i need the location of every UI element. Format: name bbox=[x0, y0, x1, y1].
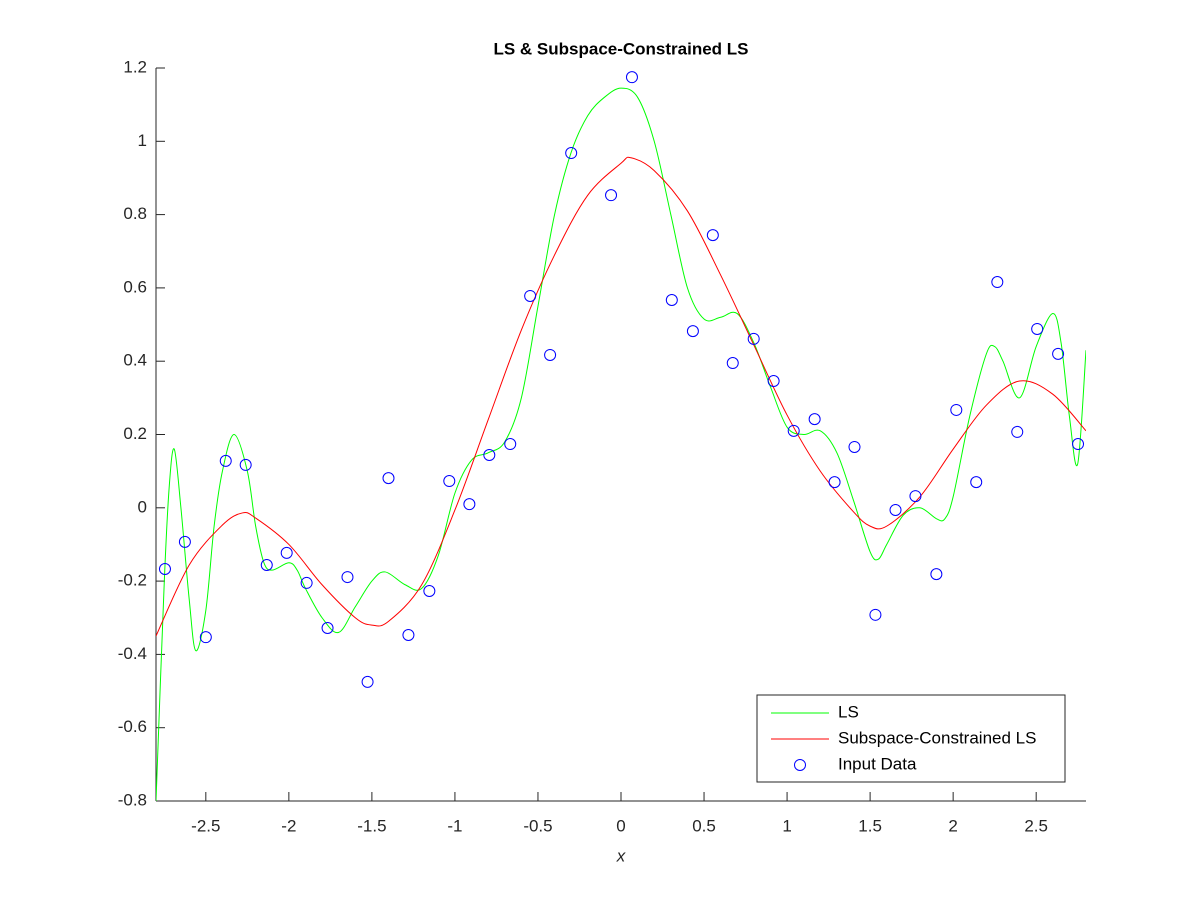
data-point bbox=[747, 332, 760, 345]
data-point bbox=[382, 472, 395, 485]
data-point bbox=[402, 628, 415, 641]
data-point bbox=[909, 490, 922, 503]
data-point bbox=[808, 413, 821, 426]
data-point bbox=[970, 476, 983, 489]
y-tick-label: 0.4 bbox=[123, 351, 147, 370]
y-tick-label: 0 bbox=[138, 497, 147, 516]
data-point bbox=[848, 440, 861, 453]
series-line bbox=[156, 87, 1086, 801]
data-point bbox=[158, 563, 171, 576]
legend-marker bbox=[794, 759, 806, 771]
legend-label: LS bbox=[838, 702, 859, 721]
x-tick-label: -2.5 bbox=[191, 816, 220, 835]
y-tick-label: 0.2 bbox=[123, 424, 147, 443]
data-point bbox=[625, 71, 638, 84]
y-tick-label: 1 bbox=[138, 131, 147, 150]
x-tick-label: 0 bbox=[616, 816, 625, 835]
x-tick-label: -2 bbox=[281, 816, 296, 835]
data-point bbox=[443, 475, 456, 488]
x-tick-label: 1 bbox=[782, 816, 791, 835]
data-point bbox=[300, 576, 313, 589]
data-point bbox=[605, 189, 618, 202]
x-tick-label: 1.5 bbox=[858, 816, 882, 835]
x-tick-label: 2.5 bbox=[1024, 816, 1048, 835]
x-tick-label: -1.5 bbox=[357, 816, 386, 835]
data-point bbox=[950, 403, 963, 416]
data-point bbox=[544, 348, 557, 361]
data-point bbox=[767, 374, 780, 387]
data-point bbox=[321, 622, 334, 635]
data-point bbox=[930, 568, 943, 581]
data-point bbox=[423, 584, 436, 597]
y-tick-label: -0.2 bbox=[118, 571, 147, 590]
data-point bbox=[1011, 425, 1024, 438]
y-tick-label: 0.6 bbox=[123, 277, 147, 296]
y-tick-label: -0.4 bbox=[118, 644, 147, 663]
data-point bbox=[1072, 438, 1085, 451]
series-line bbox=[156, 156, 1086, 637]
data-point bbox=[341, 571, 354, 584]
data-point bbox=[463, 498, 476, 511]
data-point bbox=[869, 608, 882, 621]
legend-label: Subspace-Constrained LS bbox=[838, 728, 1036, 747]
data-point bbox=[280, 546, 293, 559]
data-point bbox=[889, 503, 902, 516]
chart-title: LS & Subspace-Constrained LS bbox=[493, 39, 748, 58]
y-tick-label: 1.2 bbox=[123, 57, 147, 76]
data-point bbox=[991, 276, 1004, 289]
data-point bbox=[787, 424, 800, 437]
x-axis-label: x bbox=[616, 846, 626, 865]
data-point bbox=[706, 229, 719, 242]
data-point bbox=[828, 476, 841, 489]
data-point bbox=[1052, 347, 1065, 360]
legend-label: Input Data bbox=[838, 754, 917, 773]
data-point bbox=[504, 438, 517, 451]
x-tick-label: -1 bbox=[447, 816, 462, 835]
data-point bbox=[665, 293, 678, 306]
data-point bbox=[726, 357, 739, 370]
y-tick-label: -0.6 bbox=[118, 717, 147, 736]
x-tick-label: 0.5 bbox=[692, 816, 716, 835]
data-point bbox=[178, 535, 191, 548]
y-tick-label: 0.8 bbox=[123, 204, 147, 223]
data-point bbox=[219, 454, 232, 467]
data-point bbox=[565, 147, 578, 160]
data-point bbox=[1031, 322, 1044, 335]
data-point bbox=[361, 675, 374, 688]
data-point bbox=[199, 631, 212, 644]
data-point bbox=[483, 449, 496, 462]
data-point bbox=[686, 325, 699, 338]
x-tick-label: 2 bbox=[948, 816, 957, 835]
data-point bbox=[239, 458, 252, 471]
y-tick-label: -0.8 bbox=[118, 790, 147, 809]
data-point bbox=[260, 558, 273, 571]
x-tick-label: -0.5 bbox=[523, 816, 552, 835]
data-point bbox=[524, 289, 537, 302]
